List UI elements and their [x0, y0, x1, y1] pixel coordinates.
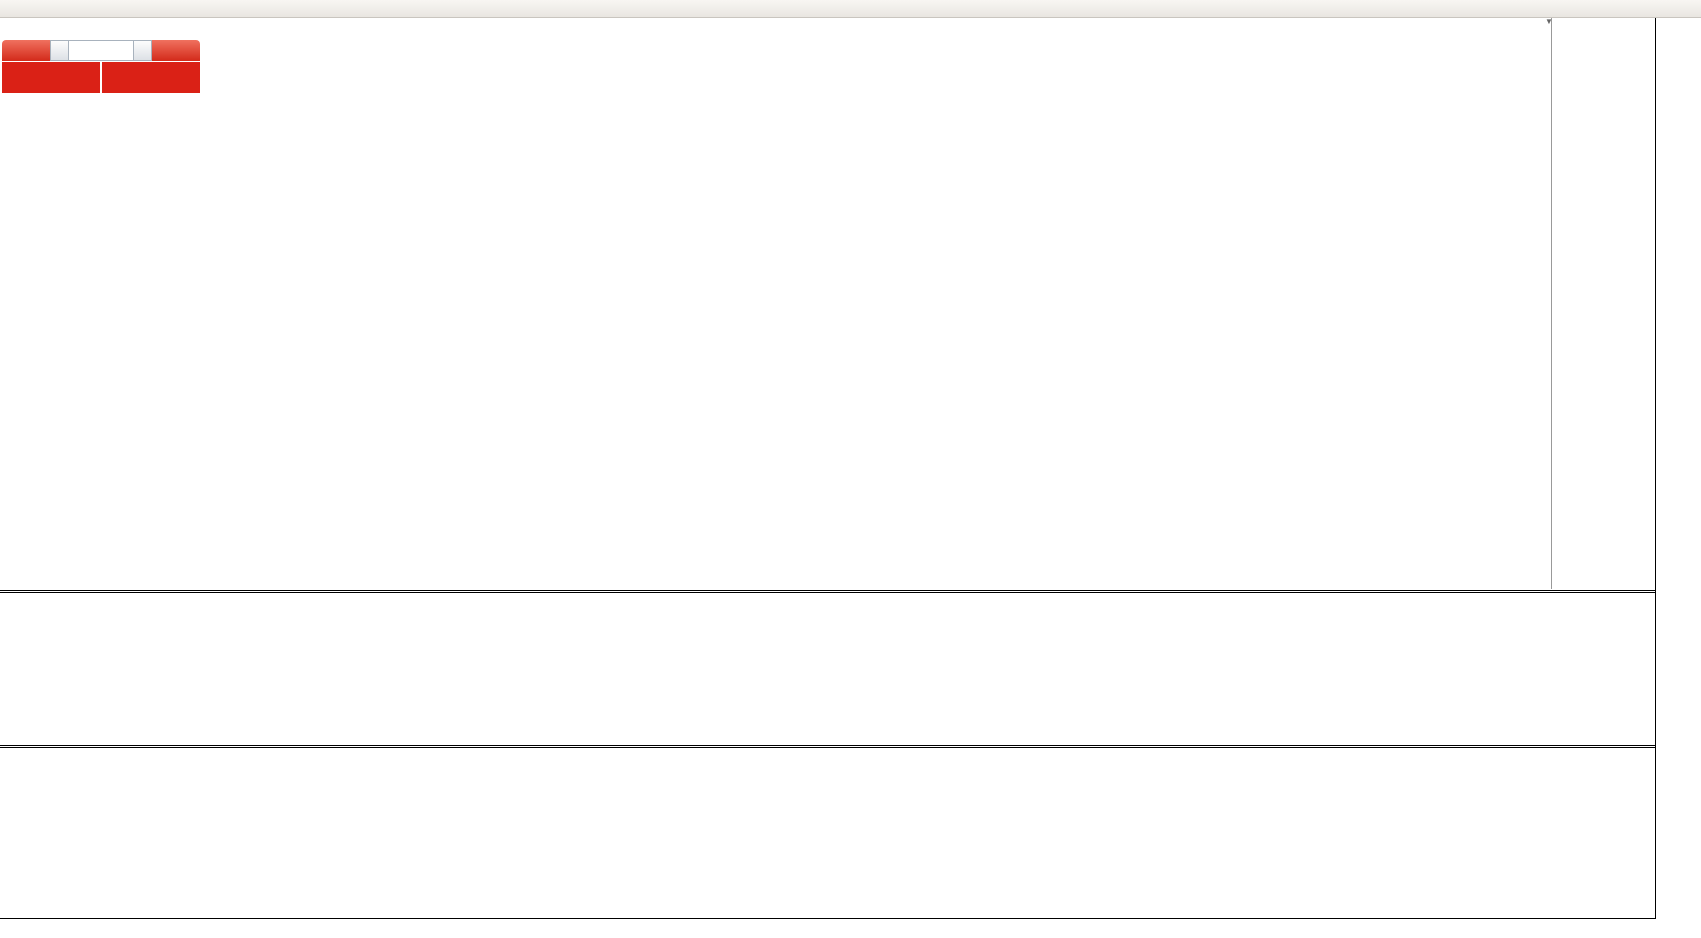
buy-button[interactable]	[152, 40, 200, 61]
main-toolbar	[0, 0, 1701, 18]
sell-button[interactable]	[2, 40, 50, 61]
price-axis-border	[1655, 17, 1656, 918]
chart-shift-marker-icon[interactable]: ▼	[1545, 17, 1553, 26]
volume-increase-button[interactable]	[133, 40, 152, 61]
chart-shift-line[interactable]	[1551, 18, 1552, 589]
buy-price-display[interactable]	[102, 62, 200, 93]
pane-separator[interactable]	[0, 747, 1656, 748]
chart-symbol-title	[6, 21, 9, 33]
time-axis-border	[0, 918, 1656, 919]
volume-decrease-button[interactable]	[50, 40, 69, 61]
pane-separator[interactable]	[0, 590, 1656, 591]
volume-input[interactable]	[69, 40, 133, 61]
pane-separator[interactable]	[0, 745, 1656, 746]
one-click-trading-panel	[2, 40, 200, 93]
pane-separator[interactable]	[0, 592, 1656, 593]
sell-price-display[interactable]	[2, 62, 100, 93]
